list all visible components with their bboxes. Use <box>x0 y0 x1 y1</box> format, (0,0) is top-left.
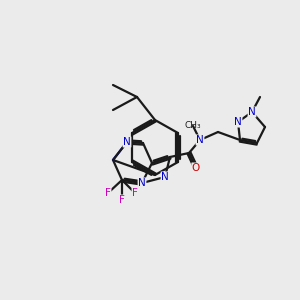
Text: N: N <box>161 172 169 182</box>
Text: N: N <box>161 172 169 182</box>
Text: O: O <box>192 163 200 173</box>
Text: CH₃: CH₃ <box>185 122 201 130</box>
Text: N: N <box>123 137 131 147</box>
Text: F: F <box>105 188 111 198</box>
Text: O: O <box>192 163 200 173</box>
Text: N: N <box>234 117 242 127</box>
Text: F: F <box>132 188 138 198</box>
Text: N: N <box>196 135 204 145</box>
Text: N: N <box>123 137 131 147</box>
Text: N: N <box>248 107 256 117</box>
Text: F: F <box>132 188 138 198</box>
Text: N: N <box>138 178 146 188</box>
Text: F: F <box>119 195 125 205</box>
Text: N: N <box>234 117 242 127</box>
Text: F: F <box>119 195 125 205</box>
Text: N: N <box>138 178 146 188</box>
Text: F: F <box>105 188 111 198</box>
Text: N: N <box>248 107 256 117</box>
Text: N: N <box>196 135 204 145</box>
